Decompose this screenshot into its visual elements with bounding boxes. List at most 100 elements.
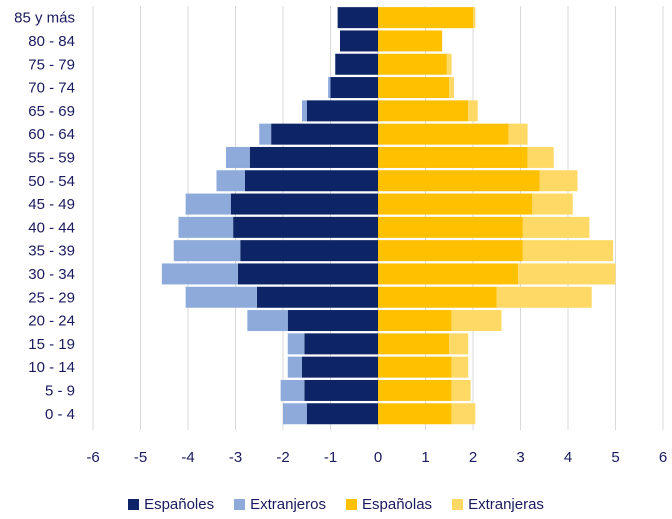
bar [161,263,238,285]
bar [378,286,497,308]
bar [271,123,378,145]
y-tick-label: 30 - 34 [28,266,75,283]
bar [306,403,378,425]
bar [539,170,578,192]
bar [378,240,523,262]
bar [451,356,469,378]
bar [287,310,378,332]
bar [240,240,378,262]
bar [216,170,245,192]
bar [237,263,378,285]
bar [337,7,378,29]
bar [449,77,454,99]
bar [302,100,307,122]
bar [304,379,378,401]
bar [378,216,523,238]
y-tick-label: 5 - 9 [45,382,75,399]
x-tick-label: 3 [516,449,524,466]
bar [378,193,533,215]
y-tick-label: 80 - 84 [28,33,75,50]
bar [302,356,378,378]
bar [280,379,305,401]
x-tick-label: -2 [276,449,289,466]
bar [378,263,519,285]
y-tick-label: 40 - 44 [28,219,75,236]
y-tick-label: 60 - 64 [28,126,75,143]
bar [328,77,331,99]
bar [473,7,476,29]
y-tick-label: 45 - 49 [28,196,75,213]
legend-swatch [234,499,246,510]
bar [259,123,272,145]
bar [468,100,478,122]
bar [496,286,592,308]
y-tick-label: 55 - 59 [28,149,75,166]
bar [306,100,378,122]
legend-label: Extranjeros [250,496,326,513]
bar [451,310,502,332]
x-tick-label: 0 [374,449,382,466]
bar [378,77,450,99]
y-tick-label: 15 - 19 [28,336,75,353]
legend-item-extranjeros: Extranjeros [234,496,326,513]
y-tick-label: 0 - 4 [45,406,75,423]
y-tick-label: 25 - 29 [28,289,75,306]
y-tick-label: 70 - 74 [28,80,75,97]
bar [451,403,476,425]
y-tick-label: 10 - 14 [28,359,75,376]
bars [161,7,616,425]
x-tick-label: -1 [324,449,337,466]
bar [245,170,378,192]
bar [330,77,378,99]
bar [378,146,528,168]
y-tick-label: 35 - 39 [28,243,75,260]
x-tick-label: 1 [421,449,429,466]
legend-label: Extranjeras [468,496,544,513]
bar [378,7,473,29]
y-tick-label: 65 - 69 [28,103,75,120]
bar [378,310,452,332]
x-tick-label: -3 [229,449,242,466]
y-tick-label: 50 - 54 [28,173,75,190]
bar [185,286,257,308]
bar [178,216,234,238]
x-tick-label: 6 [659,449,667,466]
bar [527,146,554,168]
bar [185,193,231,215]
legend-item-extranjeras: Extranjeras [452,496,544,513]
bar [518,263,616,285]
bar [173,240,241,262]
y-tick-label: 20 - 24 [28,313,75,330]
y-axis-labels: 85 y más 80 - 84 75 - 79 70 - 74 65 - 69 60 -… [14,10,75,423]
bar [451,379,471,401]
bar [446,53,452,75]
legend-item-espanolas: Españolas [346,496,432,513]
legend: Españoles Extranjeros Españolas Extranje… [0,496,672,513]
bar [378,379,452,401]
bar [249,146,378,168]
bar [532,193,573,215]
legend-swatch [346,499,357,510]
bar [508,123,528,145]
bar [378,356,452,378]
bar [287,333,305,355]
bar [378,170,540,192]
bar [522,240,614,262]
bar [226,146,250,168]
x-tick-label: 5 [611,449,619,466]
bar [449,333,469,355]
bar [378,100,469,122]
x-tick-label: -6 [86,449,99,466]
y-tick-label: 75 - 79 [28,56,75,73]
bar [378,333,450,355]
x-tick-label: -4 [181,449,194,466]
y-tick-label: 85 y más [14,10,75,27]
bar [378,403,452,425]
x-axis-labels: -6 -5 -4 -3 -2 -1 0 1 2 3 4 5 6 [86,449,667,466]
legend-label: Españolas [362,496,433,513]
x-tick-label: 2 [469,449,477,466]
legend-label: Españoles [144,496,215,513]
legend-swatch [128,499,140,510]
bar [340,30,378,52]
